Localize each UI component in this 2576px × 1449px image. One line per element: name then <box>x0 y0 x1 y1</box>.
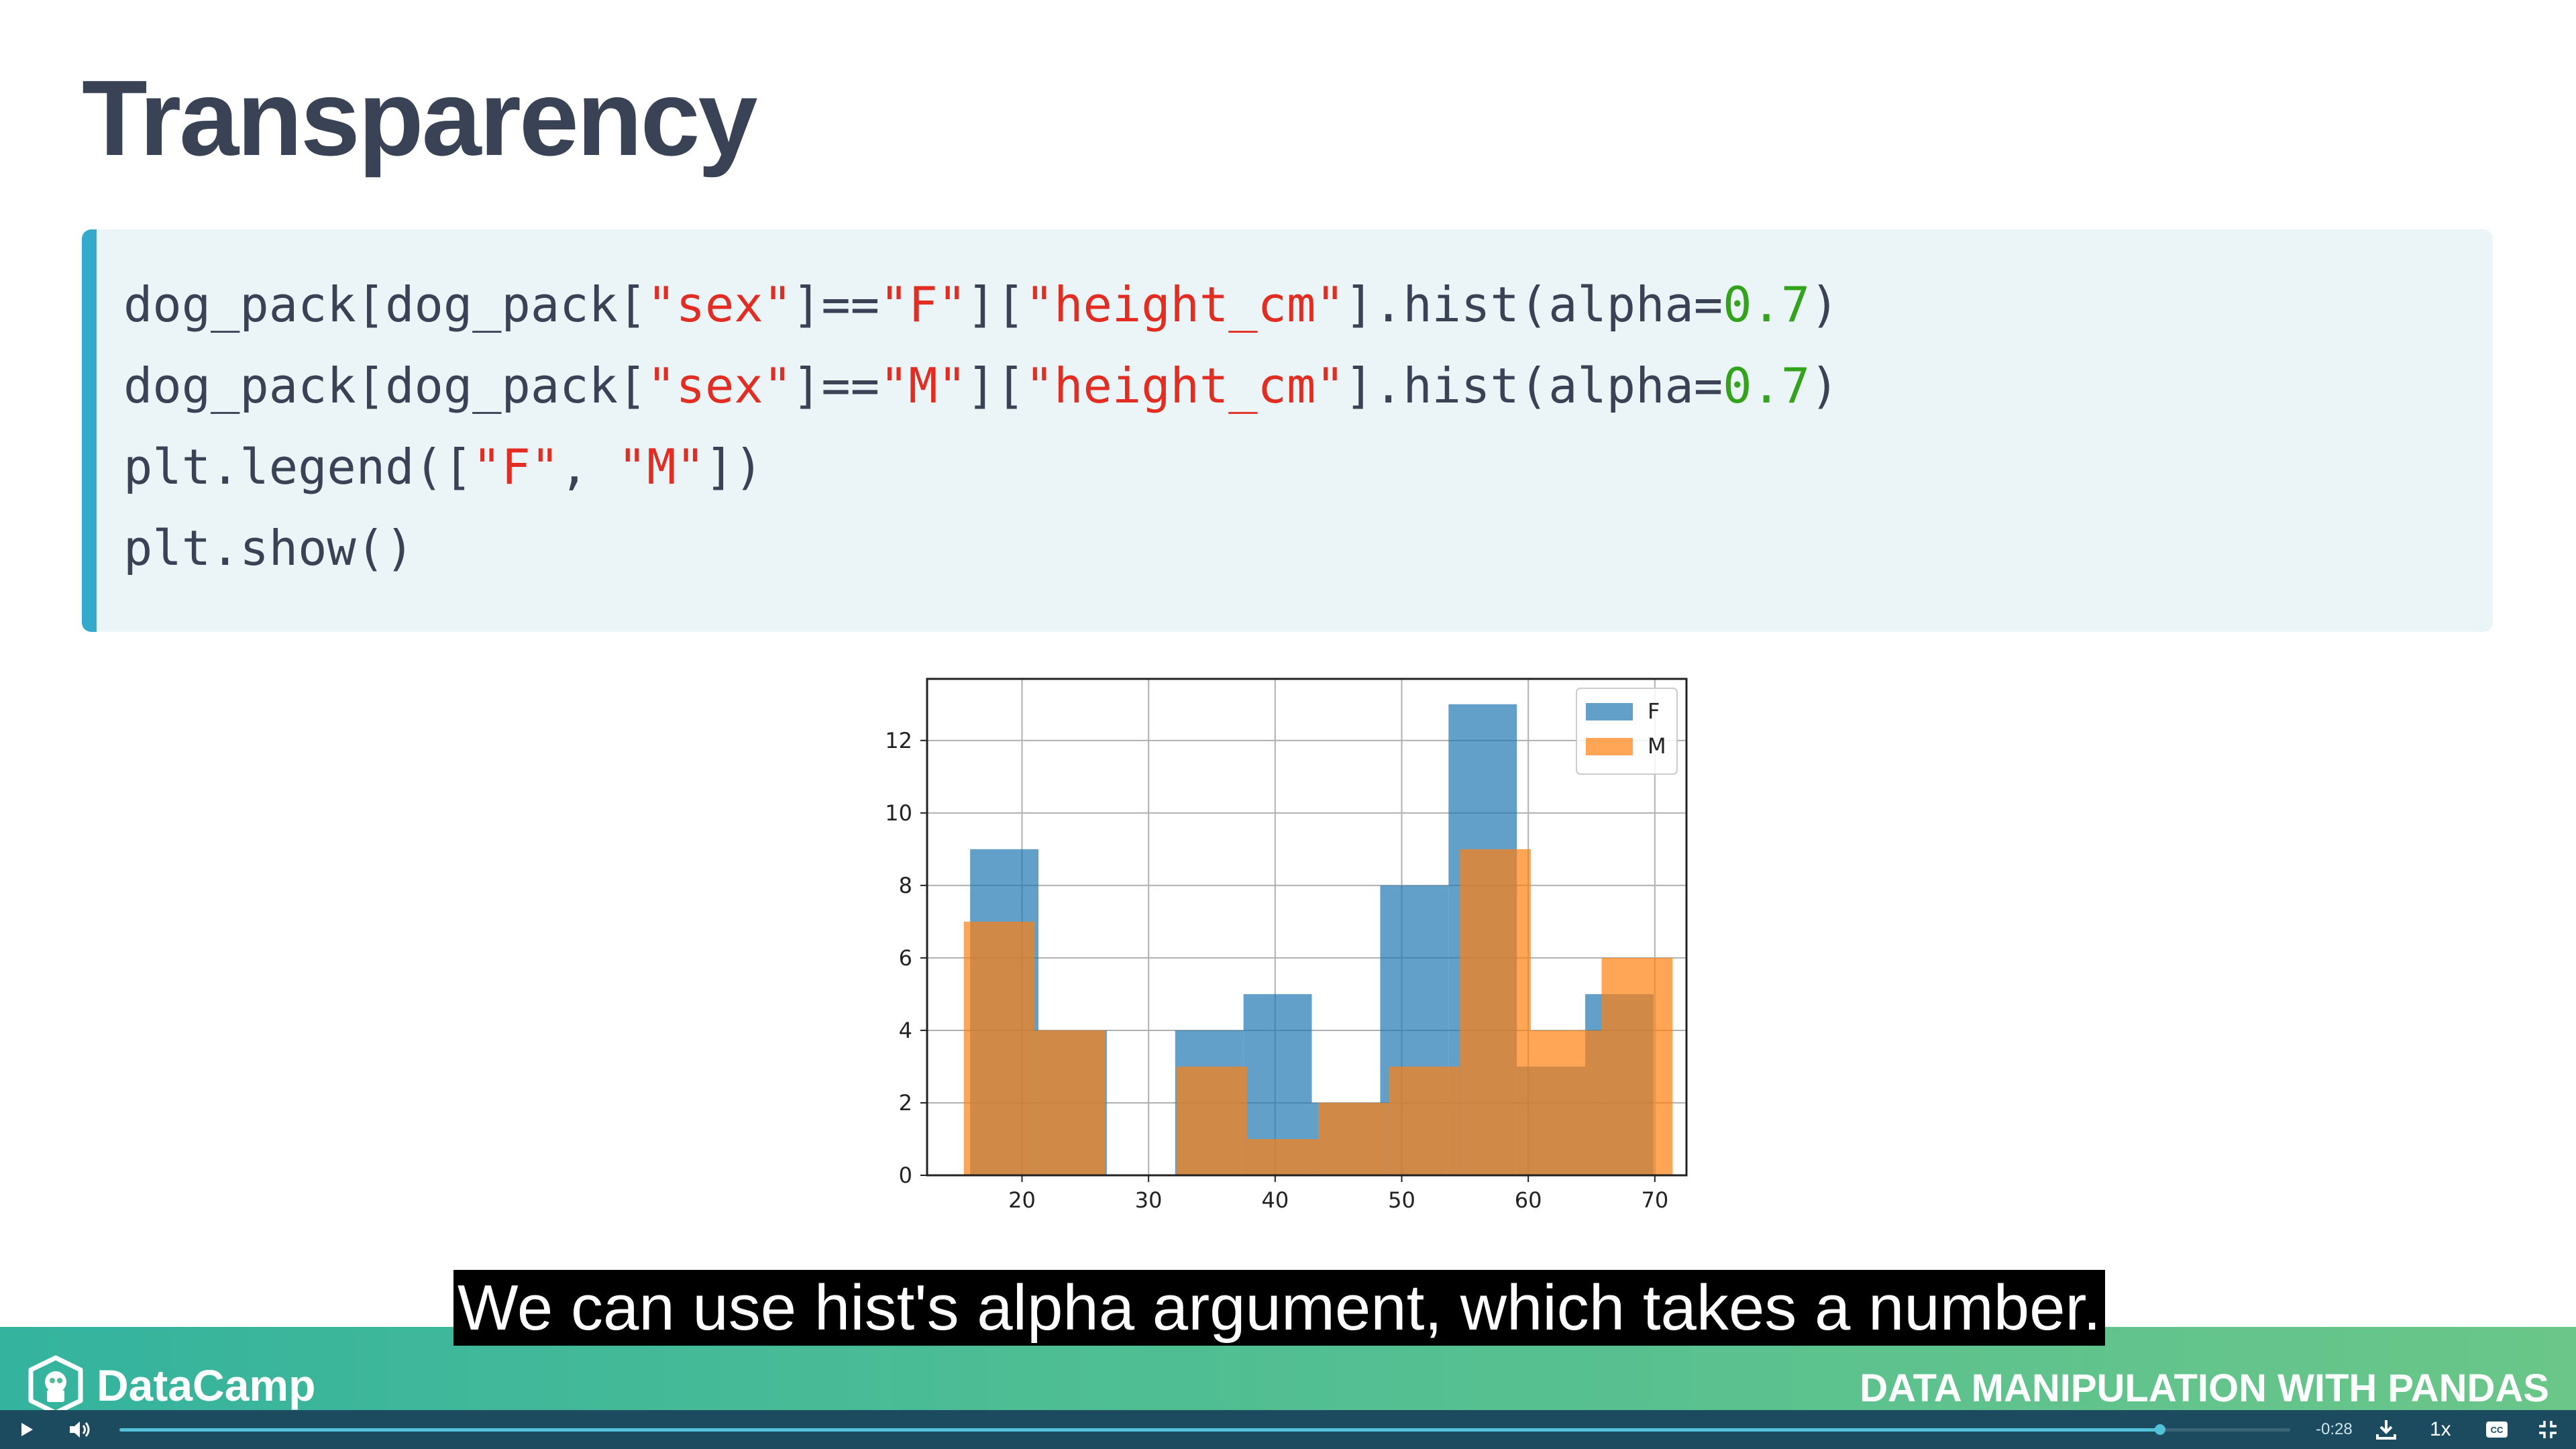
code-token-str: "sex" <box>647 276 793 333</box>
x-tick-label: 40 <box>1261 1187 1289 1213</box>
datacamp-logo-icon <box>28 1355 83 1415</box>
code-token-plain: plt.show() <box>123 520 415 576</box>
progress-bar[interactable] <box>119 1424 2290 1435</box>
code-token-plain: ].hist(alpha= <box>1344 358 1723 414</box>
download-icon <box>2376 1420 2396 1440</box>
slide-title: Transparency <box>82 58 758 178</box>
playback-speed-button[interactable]: 1x <box>2430 1418 2451 1440</box>
code-line-1: dog_pack[dog_pack["sex"]=="F"]["height_c… <box>123 264 2493 345</box>
fullscreen-button[interactable] <box>2533 1410 2563 1449</box>
progress-fill <box>119 1428 2160 1432</box>
captions-button[interactable]: CC <box>2482 1410 2512 1449</box>
x-tick-label: 30 <box>1135 1187 1163 1213</box>
time-remaining: -0:28 <box>2316 1420 2353 1438</box>
code-token-plain: dog_pack[dog_pack[ <box>123 358 647 414</box>
download-button[interactable] <box>2369 1410 2403 1449</box>
bar-M <box>1460 849 1531 1175</box>
bar-M <box>1176 1066 1248 1175</box>
play-icon <box>21 1423 33 1436</box>
svg-text:CC: CC <box>2491 1425 2504 1435</box>
code-token-plain: ]) <box>704 439 763 495</box>
volume-button[interactable] <box>64 1410 95 1449</box>
legend-label-F: F <box>1648 698 1660 724</box>
code-token-plain: plt.legend([ <box>123 439 473 495</box>
code-token-str: "sex" <box>647 358 793 414</box>
x-tick-label: 70 <box>1641 1187 1668 1213</box>
exit-fullscreen-icon <box>2539 1421 2557 1438</box>
code-token-plain: ]== <box>792 358 880 414</box>
y-tick-label: 0 <box>899 1163 912 1188</box>
code-token-num: 0.7 <box>1723 276 1811 333</box>
bar-M <box>1530 1030 1602 1175</box>
y-tick-label: 2 <box>899 1090 912 1116</box>
legend-swatch-F <box>1586 703 1633 720</box>
code-block: dog_pack[dog_pack["sex"]=="F"]["height_c… <box>82 229 2493 632</box>
bar-M <box>1247 1138 1318 1175</box>
bar-M <box>1318 1102 1389 1175</box>
bar-M <box>1389 1066 1460 1175</box>
volume-icon <box>70 1421 90 1438</box>
code-token-str: "F" <box>879 276 967 333</box>
y-tick-label: 4 <box>899 1018 912 1043</box>
x-tick-label: 60 <box>1515 1187 1542 1213</box>
code-token-str: "height_cm" <box>1024 358 1345 414</box>
histogram-svg: 20 30 40 50 60 70 0 2 4 6 8 10 12 FM <box>885 678 1688 1213</box>
code-token-plain: , <box>559 439 618 495</box>
code-token-plain: ]== <box>792 276 880 333</box>
course-title: DATA MANIPULATION WITH PANDAS <box>1860 1366 2549 1410</box>
legend-label-M: M <box>1648 733 1666 759</box>
code-token-plain: ) <box>1810 358 1839 414</box>
y-tick-label: 6 <box>899 945 912 971</box>
y-tick-label: 10 <box>885 800 912 826</box>
legend-swatch-M <box>1586 738 1633 755</box>
datacamp-logo: DataCamp <box>27 1355 315 1415</box>
code-token-plain: ][ <box>967 358 1025 414</box>
captions-icon: CC <box>2486 1421 2508 1438</box>
code-token-num: 0.7 <box>1723 358 1811 414</box>
code-token-plain: dog_pack[dog_pack[ <box>123 276 647 333</box>
y-tick-label: 12 <box>885 728 912 753</box>
x-tick-label: 50 <box>1388 1187 1415 1213</box>
y-tick-label: 8 <box>899 873 912 898</box>
code-line-4: plt.show() <box>123 508 2493 589</box>
code-token-str: "height_cm" <box>1024 276 1345 333</box>
histogram-chart: 20 30 40 50 60 70 0 2 4 6 8 10 12 F M <box>859 671 1717 1228</box>
code-token-str: "M" <box>617 439 705 495</box>
progress-handle[interactable] <box>2154 1424 2165 1435</box>
legend-box <box>1576 688 1678 775</box>
plot-frame <box>926 678 1688 1177</box>
code-token-plain: ].hist(alpha= <box>1344 276 1723 333</box>
code-token-plain: ) <box>1810 276 1839 333</box>
bar-M <box>1601 957 1673 1175</box>
brand-name: DataCamp <box>97 1360 316 1410</box>
video-player-bar: -0:28 1x CC <box>0 1410 2576 1449</box>
play-button[interactable] <box>13 1410 40 1449</box>
subtitle-caption: We can use hist's alpha argument, which … <box>453 1270 2105 1346</box>
x-tick-label: 20 <box>1008 1187 1036 1213</box>
code-token-str: "M" <box>879 358 967 414</box>
bar-M <box>1034 1030 1106 1175</box>
bar-M <box>963 921 1035 1175</box>
code-token-str: "F" <box>472 439 560 495</box>
code-line-2: dog_pack[dog_pack["sex"]=="M"]["height_c… <box>123 345 2493 427</box>
code-line-3: plt.legend(["F", "M"]) <box>123 427 2493 508</box>
code-token-plain: ][ <box>967 276 1025 333</box>
